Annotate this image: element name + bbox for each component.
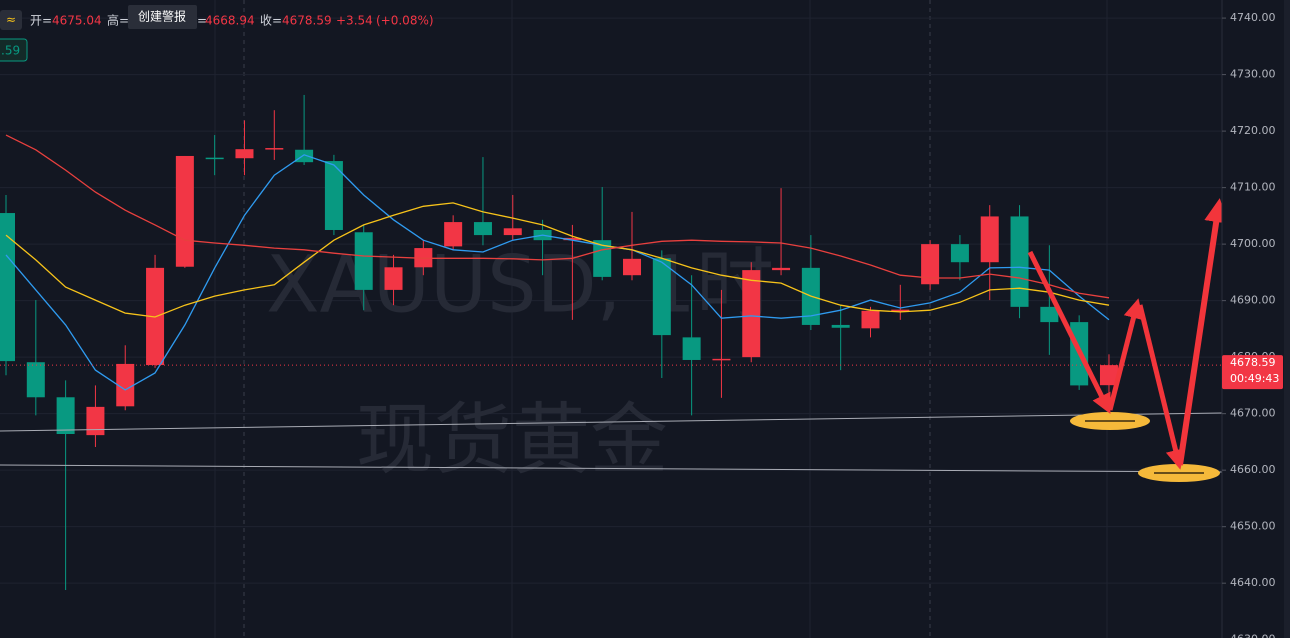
candle-body [652,258,671,336]
y-tick-label: 4700.00 [1230,237,1276,250]
drawing [1027,198,1229,482]
y-tick-label: 4660.00 [1230,463,1276,476]
candle-body [712,358,731,361]
watermark-symbol: XAUUSD, 1时 [266,240,774,330]
change-pct: (+0.08%) [376,14,434,28]
arrow [1107,298,1144,411]
y-axis: 4630.004640.004650.004660.004670.004680.… [1222,11,1283,638]
low-label: = [197,14,207,28]
candle-body [444,222,463,247]
candle-body [0,213,15,362]
candle-body [175,155,194,267]
alert-button-label[interactable]: 创建警报 [138,9,186,24]
last-price-box [1222,355,1283,390]
candle-body [384,267,403,290]
trend-line [0,464,1223,473]
candle-body [295,149,314,163]
moving-average [5,134,1110,299]
candle-body [772,267,791,271]
alert-button[interactable] [128,5,197,29]
high-label: 高= [107,13,129,28]
moving-average [5,154,1110,391]
candle-body [831,324,850,328]
y-tick-label: 4720.00 [1230,124,1276,137]
price-axis [1222,0,1290,638]
candle-body [265,148,284,150]
trend-line [0,412,1223,432]
change: +3.54 [336,14,373,28]
y-tick-label: 4640.00 [1230,576,1276,589]
candle-body [980,216,999,263]
header: ≈ 开= 4675.04 高= = 4668.94 收= 4678.59 +3.… [0,5,434,62]
candle-body [623,258,642,276]
moving-average [5,202,1110,318]
badge [0,38,28,62]
close-label: 收= [260,14,282,28]
candle-body [503,228,522,236]
plot [0,94,1222,590]
y-tick-label: 4690.00 [1230,294,1276,307]
candle-body [116,363,135,407]
candle-body [861,310,880,329]
candle-body [1099,365,1118,386]
candle-body [26,362,45,398]
candle-body [324,161,343,230]
candle-body [1010,216,1029,307]
candle-body [56,397,75,434]
candle-body [473,222,492,236]
candle-body [86,406,105,436]
open-value: 4675.04 [52,14,102,28]
arrow [1027,250,1111,414]
low-value: 4668.94 [205,14,255,28]
candle-body [354,232,373,290]
arrow [1177,198,1229,466]
arrow [1137,304,1186,470]
y-tick-label: 4740.00 [1230,11,1276,24]
candle-body [742,270,761,358]
candle-body [891,309,910,312]
symbol-icon [0,10,22,30]
candle-body [682,337,701,360]
candle-body [950,244,969,263]
y-tick-label: 4670.00 [1230,407,1276,420]
last-price-label: 4678.59 [1230,356,1276,369]
candle-body [563,237,582,241]
y-tick-label: 4710.00 [1230,181,1276,194]
badge-label: .59 [1,44,20,58]
y-tick-label: 4650.00 [1230,520,1276,533]
icon-glyph: ≈ [6,13,16,27]
y-tick-label: 4730.00 [1230,68,1276,81]
grid [0,0,1222,638]
candle-body [921,244,940,285]
open-label: 开= [30,14,52,28]
candle-body [205,157,224,160]
watermark-name: 现货黄金 [356,395,668,485]
close-value: 4678.59 [282,14,332,28]
candle-body [1040,306,1059,323]
y-tick-label: 4630.00 [1230,633,1276,638]
countdown: 00:49:43 [1230,372,1279,385]
candle-body [235,149,254,159]
side-toolbar [1284,0,1290,638]
